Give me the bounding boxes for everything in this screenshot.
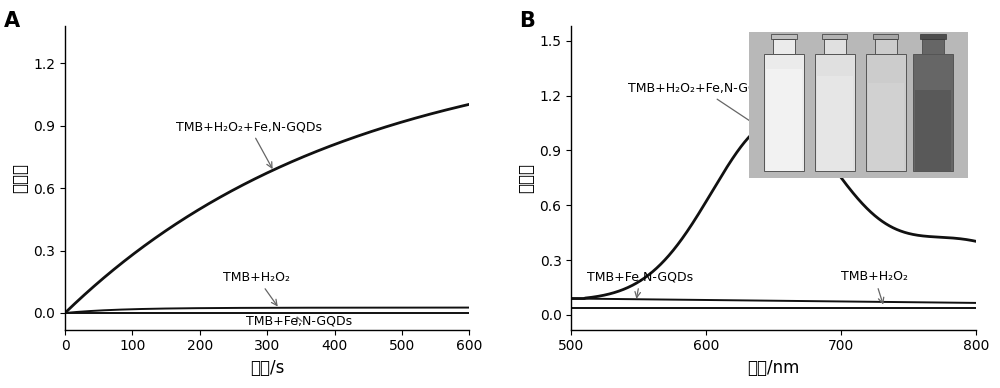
Text: TMB+Fe,N-GQDs: TMB+Fe,N-GQDs xyxy=(246,314,352,327)
X-axis label: 时间/s: 时间/s xyxy=(250,359,284,377)
Y-axis label: 吸光度: 吸光度 xyxy=(517,163,535,193)
Y-axis label: 吸光度: 吸光度 xyxy=(11,163,29,193)
Text: TMB+H₂O₂: TMB+H₂O₂ xyxy=(841,270,908,303)
X-axis label: 波长/nm: 波长/nm xyxy=(747,359,800,377)
Text: TMB+H₂O₂: TMB+H₂O₂ xyxy=(223,271,290,305)
Text: TMB+H₂O₂+Fe,N-GQDs: TMB+H₂O₂+Fe,N-GQDs xyxy=(176,120,322,168)
Text: TMB+Fe,N-GQDs: TMB+Fe,N-GQDs xyxy=(587,270,694,298)
Text: A: A xyxy=(4,11,20,31)
Text: TMB+H₂O₂+Fe,N-GQDs: TMB+H₂O₂+Fe,N-GQDs xyxy=(628,82,774,130)
Text: B: B xyxy=(519,11,535,31)
